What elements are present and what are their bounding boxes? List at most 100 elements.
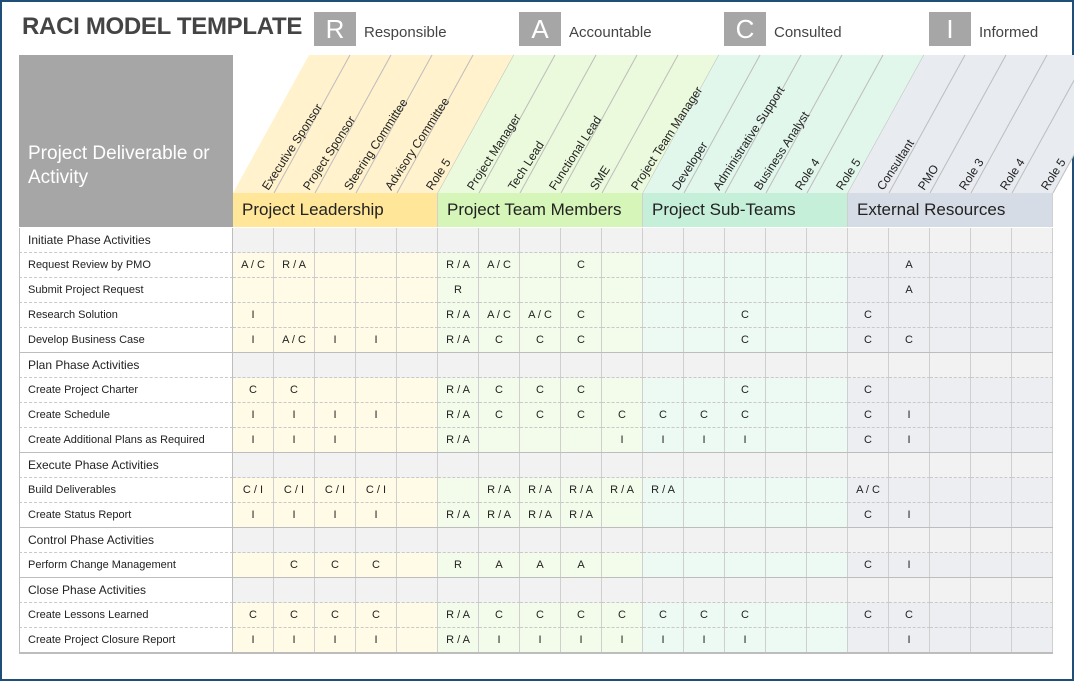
raci-cell: C [684, 603, 725, 628]
phase-row-cell [684, 228, 725, 253]
raci-cell: I [356, 628, 397, 653]
raci-cell [766, 328, 807, 353]
phase-row-cell [356, 578, 397, 603]
role-header-divider [273, 54, 351, 194]
raci-cell: I [315, 503, 356, 528]
raci-cell [807, 603, 848, 628]
role-header-slant-3 [848, 55, 1074, 193]
phase-row-cell [725, 228, 766, 253]
phase-row-cell [233, 228, 274, 253]
phase-row-cell [684, 578, 725, 603]
raci-cell [766, 553, 807, 578]
raci-cell: C [561, 253, 602, 278]
raci-cell: C [233, 378, 274, 403]
phase-row-cell [1012, 453, 1053, 478]
raci-cell [971, 628, 1012, 653]
activity-label: Develop Business Case [19, 328, 233, 353]
phase-row-cell [233, 353, 274, 378]
phase-row-cell [971, 453, 1012, 478]
raci-cell [1012, 253, 1053, 278]
raci-cell: A / C [479, 303, 520, 328]
raci-cell [602, 328, 643, 353]
raci-cell: I [889, 553, 930, 578]
raci-cell [807, 428, 848, 453]
page-title: RACI MODEL TEMPLATE [22, 13, 303, 40]
raci-cell: C [520, 328, 561, 353]
activity-label: Create Project Charter [19, 378, 233, 403]
activity-label: Create Project Closure Report [19, 628, 233, 653]
raci-cell: C [479, 328, 520, 353]
phase-row-cell [438, 353, 479, 378]
role-header-slant-1 [438, 55, 719, 193]
phase-row-cell [643, 453, 684, 478]
raci-cell: A [889, 278, 930, 303]
raci-cell: R / A [438, 328, 479, 353]
phase-row-cell [725, 578, 766, 603]
phase-row-cell [602, 453, 643, 478]
raci-cell: A [561, 553, 602, 578]
raci-cell [643, 303, 684, 328]
raci-cell: C [233, 603, 274, 628]
raci-cell [520, 253, 561, 278]
raci-cell [766, 253, 807, 278]
phase-row-cell [971, 353, 1012, 378]
raci-cell [1012, 403, 1053, 428]
raci-cell [1012, 503, 1053, 528]
raci-cell: C / I [356, 478, 397, 503]
raci-cell: C [848, 378, 889, 403]
raci-cell [356, 378, 397, 403]
raci-cell [315, 378, 356, 403]
group-header-external-resources: External Resources [848, 193, 1053, 227]
activity-label: Perform Change Management [19, 553, 233, 578]
raci-cell [397, 628, 438, 653]
raci-cell [684, 328, 725, 353]
raci-cell: I [889, 403, 930, 428]
phase-row-cell [274, 528, 315, 553]
raci-cell [971, 278, 1012, 303]
raci-cell: R / A [438, 403, 479, 428]
raci-cell [930, 328, 971, 353]
raci-cell: C [725, 603, 766, 628]
phase-row-cell [848, 578, 889, 603]
raci-cell [971, 403, 1012, 428]
raci-cell: C [602, 603, 643, 628]
raci-cell [725, 278, 766, 303]
phase-row-cell [684, 528, 725, 553]
phase-row-cell [274, 353, 315, 378]
raci-cell [930, 253, 971, 278]
role-header-divider [1011, 79, 1074, 194]
raci-cell [356, 253, 397, 278]
phase-row-cell [602, 528, 643, 553]
phase-row-cell [315, 453, 356, 478]
phase-row-cell [438, 528, 479, 553]
phase-row-cell [766, 528, 807, 553]
phase-row-cell [807, 228, 848, 253]
raci-cell: I [274, 503, 315, 528]
role-header-divider [888, 54, 966, 194]
raci-cell: C [725, 403, 766, 428]
raci-cell: I [315, 628, 356, 653]
raci-cell [274, 278, 315, 303]
role-header-slant-2 [643, 55, 924, 193]
role-header-divider [806, 54, 884, 194]
raci-cell [684, 303, 725, 328]
role-header-divider [970, 54, 1048, 194]
phase-row-cell [930, 228, 971, 253]
phase-heading: Initiate Phase Activities [19, 228, 233, 253]
raci-cell: C [725, 303, 766, 328]
phase-heading: Plan Phase Activities [19, 353, 233, 378]
raci-cell: C [848, 603, 889, 628]
raci-cell: I [274, 628, 315, 653]
raci-cell [1012, 378, 1053, 403]
phase-row-cell [684, 453, 725, 478]
raci-cell [602, 303, 643, 328]
phase-row-cell [684, 353, 725, 378]
raci-cell [807, 503, 848, 528]
raci-cell [397, 328, 438, 353]
raci-cell [1012, 603, 1053, 628]
raci-cell [643, 378, 684, 403]
raci-cell: C [848, 403, 889, 428]
phase-row-cell [356, 228, 397, 253]
raci-cell [643, 553, 684, 578]
phase-row-cell [766, 578, 807, 603]
